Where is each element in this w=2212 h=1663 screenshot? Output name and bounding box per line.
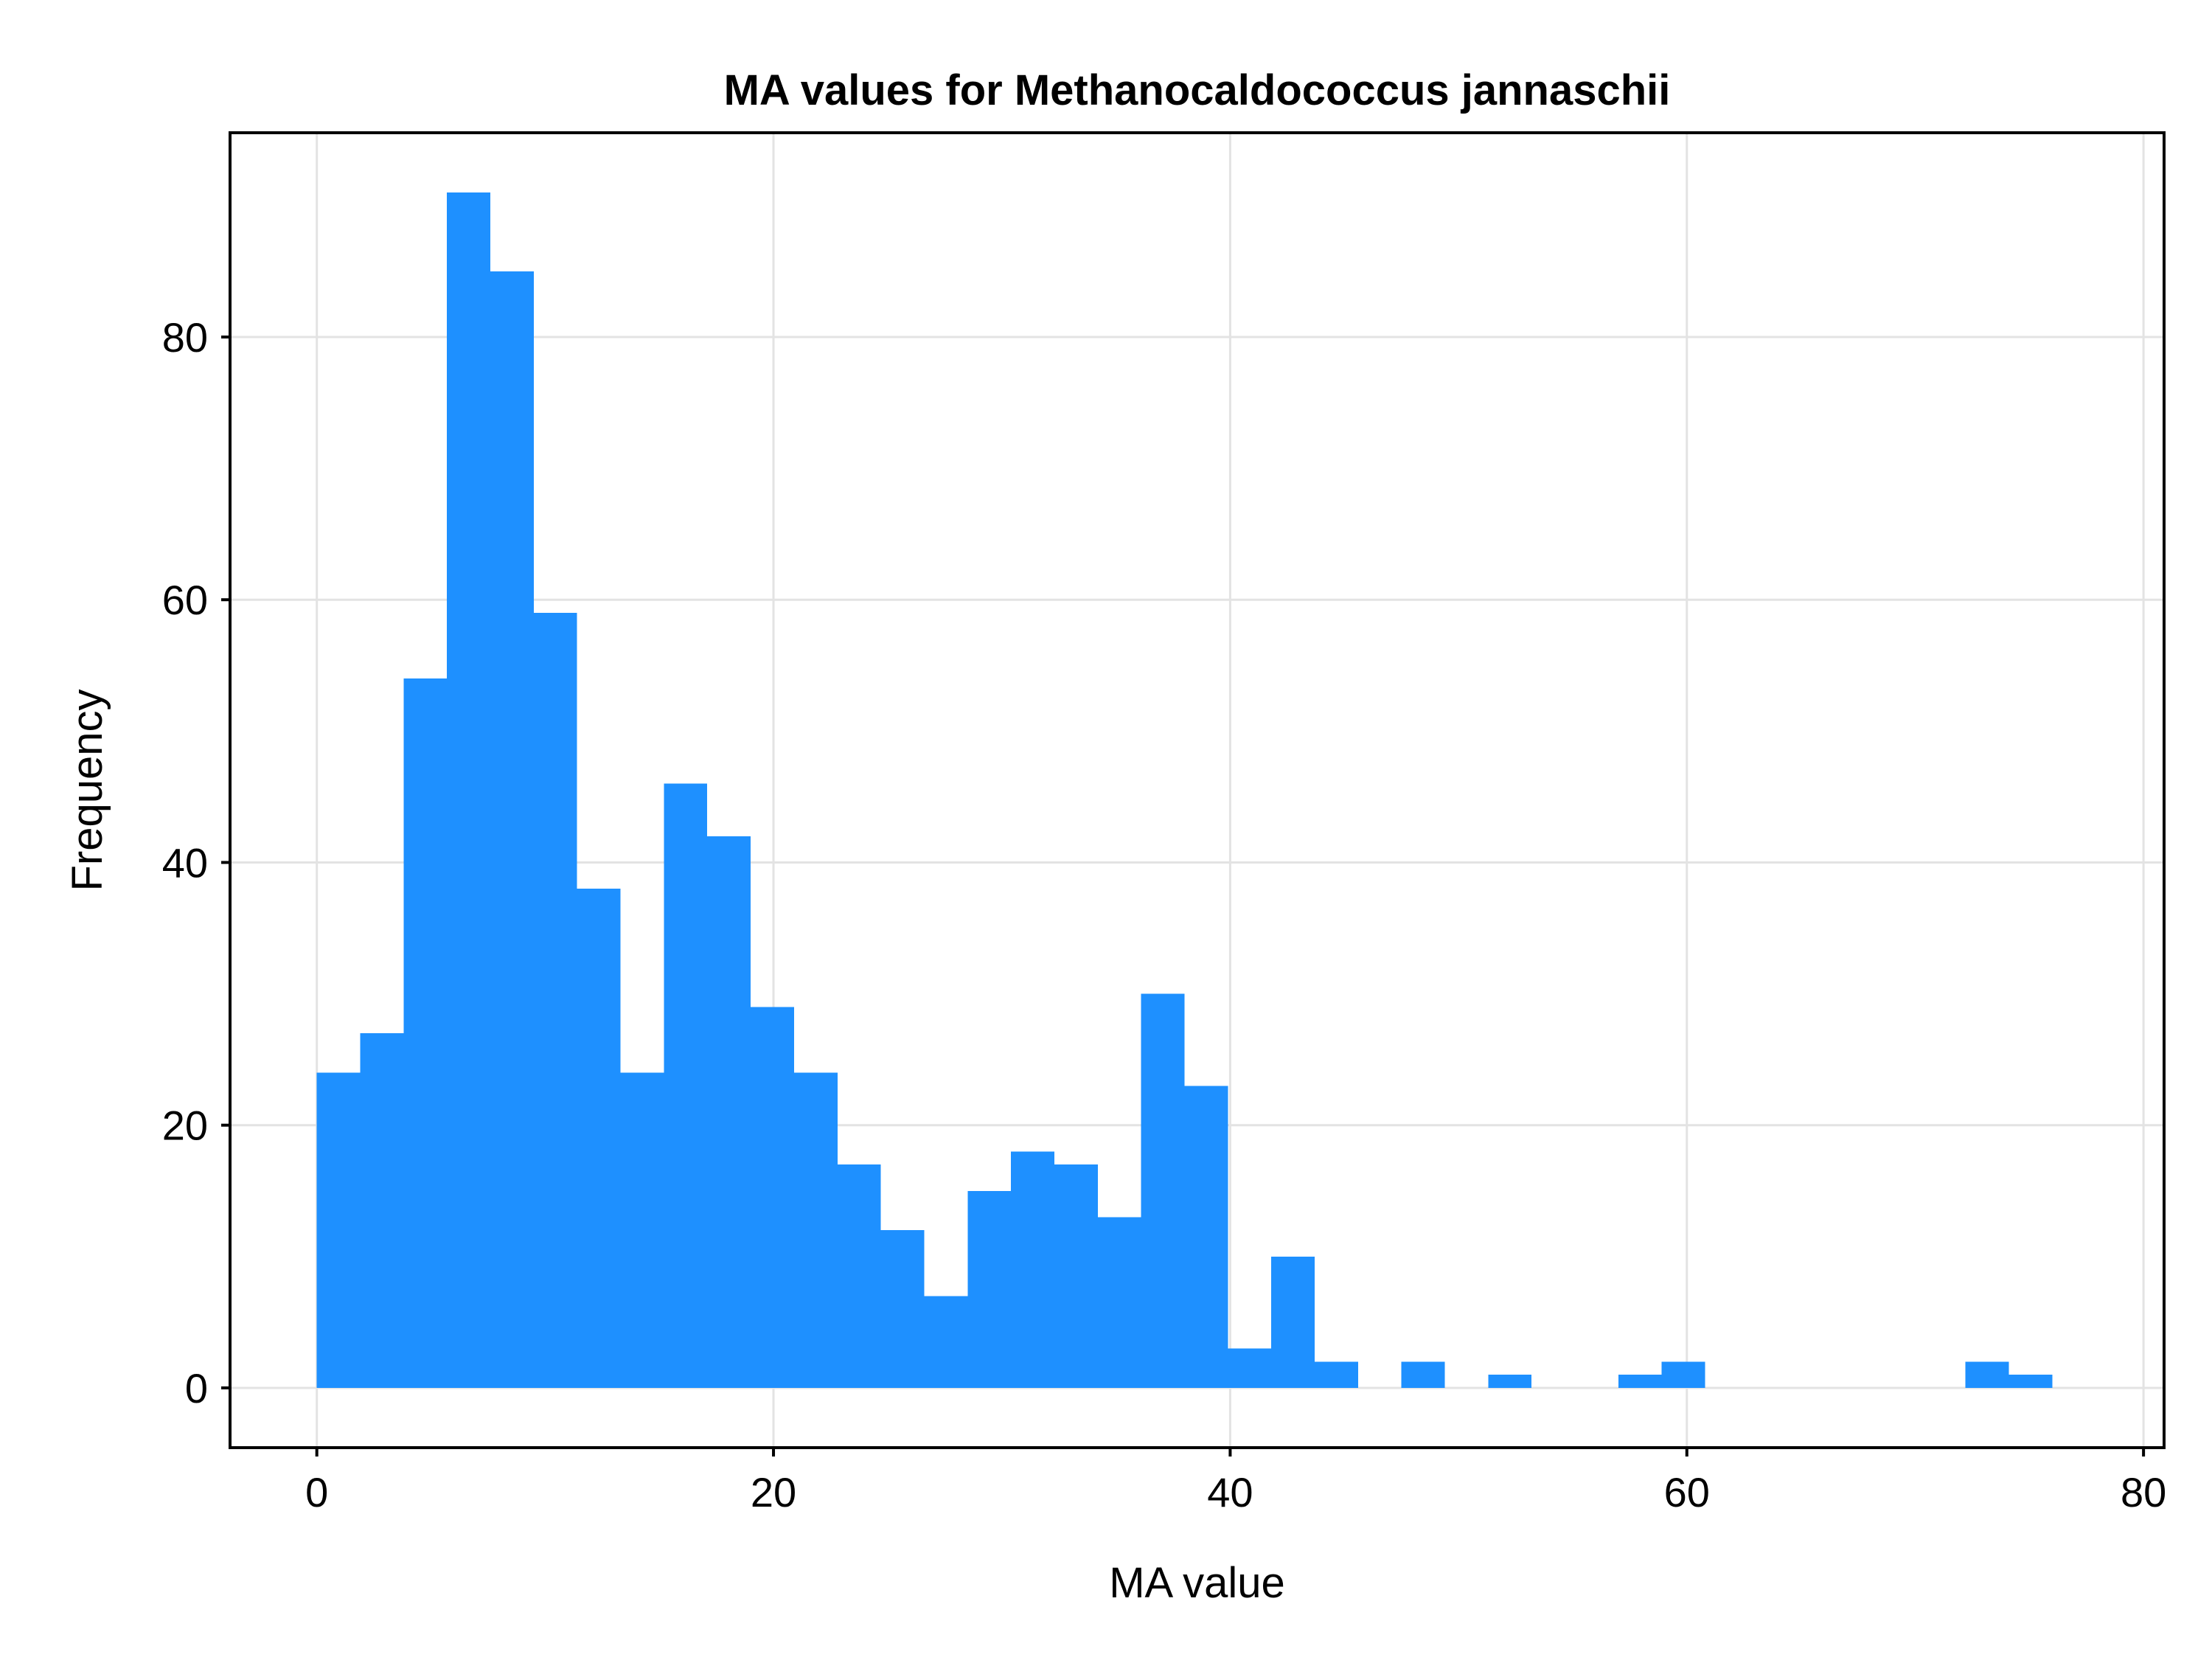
histogram-bar [447,192,491,1388]
histogram-bar [1401,1361,1445,1388]
histogram-bar [967,1190,1012,1388]
histogram-bar [360,1033,404,1388]
histogram-bar [1965,1361,2009,1388]
histogram-bar [924,1296,968,1388]
histogram-bar [793,1072,838,1388]
x-tick-label: 0 [305,1469,328,1516]
histogram-bar [1011,1151,1054,1388]
histogram-bar [1488,1375,1532,1388]
x-axis-label: MA value [1109,1559,1285,1607]
histogram-bar [1054,1164,1098,1388]
histogram-bar [620,1072,664,1388]
histogram-bar [2008,1375,2053,1388]
y-axis-label: Frequency [63,689,111,891]
x-tick-label: 60 [1664,1469,1710,1516]
y-tick-label: 40 [162,839,208,886]
histogram-bar [533,613,577,1388]
x-tick-label: 40 [1207,1469,1253,1516]
histogram-bar [1228,1348,1272,1388]
histogram-bar [577,889,621,1388]
chart-title: MA values for Methanocaldococcus jannasc… [724,66,1671,114]
histogram-bar [1661,1361,1705,1388]
plot-frame [229,131,2166,1449]
y-tick-label: 0 [185,1365,208,1412]
histogram-bar [751,1007,794,1388]
y-tick-label: 20 [162,1103,208,1149]
histogram-bar [880,1230,925,1388]
x-tick-label: 80 [2121,1469,2166,1516]
histogram-bar [664,783,708,1388]
y-tick-label: 80 [162,314,208,361]
histogram-bar [403,678,448,1388]
histogram-bar [1618,1375,1662,1388]
y-tick-label: 60 [162,577,208,623]
histogram-bar [707,836,751,1388]
histogram-bar [490,271,534,1388]
histogram-bar [1141,993,1185,1388]
histogram-bar [316,1072,361,1388]
histogram-bar [1184,1086,1228,1388]
histogram-bar [837,1164,881,1388]
histogram-bar [1314,1361,1358,1388]
x-tick-label: 20 [751,1469,796,1516]
histogram-bars [316,192,2053,1388]
histogram-bar [1271,1256,1315,1388]
histogram-bar [1097,1217,1141,1388]
axis-ticks: 0 20 40 60 80 0 20 40 60 80 [162,314,2167,1516]
